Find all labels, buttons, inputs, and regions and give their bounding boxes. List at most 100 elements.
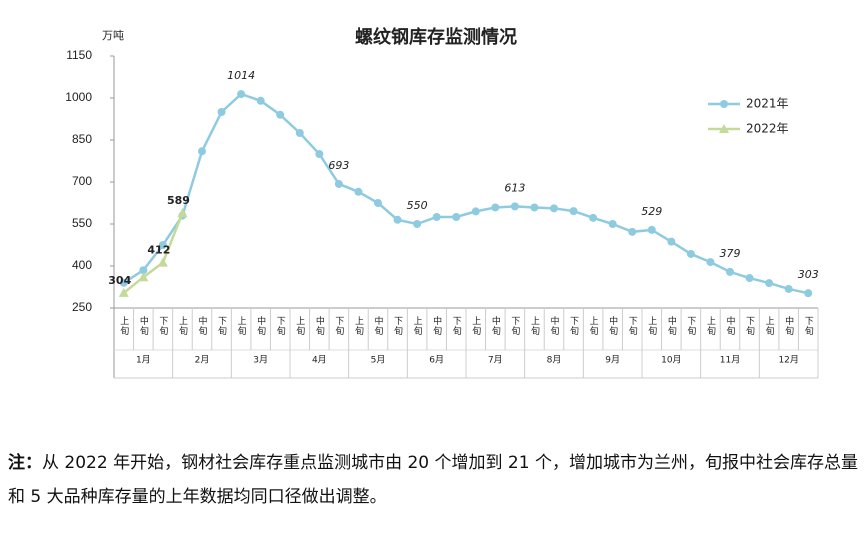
point bbox=[726, 267, 734, 276]
x-tick-label: 下旬 bbox=[568, 316, 579, 336]
point bbox=[413, 220, 422, 228]
point bbox=[237, 90, 246, 99]
series-line bbox=[123, 92, 809, 295]
x-tick-label: 中旬 bbox=[431, 315, 442, 336]
data-label: 589 bbox=[167, 194, 190, 207]
note-label: 注： bbox=[8, 453, 42, 473]
point bbox=[784, 284, 793, 293]
x-tick-label: 下旬 bbox=[216, 316, 227, 336]
point bbox=[198, 147, 206, 156]
data-label: 613 bbox=[504, 181, 525, 194]
point bbox=[589, 213, 598, 222]
x-tick-label: 中旬 bbox=[607, 315, 618, 336]
point bbox=[667, 237, 676, 246]
group-label: 10月 bbox=[661, 355, 681, 366]
point bbox=[334, 179, 343, 188]
point bbox=[530, 203, 539, 212]
x-tick-label: 上旬 bbox=[764, 316, 775, 336]
x-tick-label: 中旬 bbox=[549, 315, 560, 336]
x-tick-label: 下旬 bbox=[451, 316, 462, 336]
x-tick-label: 上旬 bbox=[177, 316, 188, 336]
y-tick-label: 850 bbox=[72, 132, 92, 146]
group-label: 6月 bbox=[429, 355, 444, 366]
x-tick-label: 中旬 bbox=[138, 315, 149, 336]
group-label: 1月 bbox=[136, 355, 151, 366]
group-label: 4月 bbox=[312, 355, 327, 366]
chart-title: 螺纹钢库存监测情况 bbox=[355, 26, 517, 48]
point bbox=[138, 272, 149, 282]
data-label: 529 bbox=[641, 205, 662, 218]
x-tick-label: 下旬 bbox=[157, 316, 168, 336]
x-tick-label: 上旬 bbox=[705, 316, 716, 336]
y-tick-label: 400 bbox=[72, 258, 92, 272]
data-label: 303 bbox=[798, 268, 819, 281]
x-tick-label: 中旬 bbox=[314, 315, 325, 336]
point bbox=[139, 266, 148, 275]
point bbox=[720, 100, 728, 108]
point bbox=[158, 241, 167, 249]
x-tick-label: 下旬 bbox=[803, 316, 814, 336]
x-tick-label: 上旬 bbox=[294, 316, 305, 336]
x-tick-label: 下旬 bbox=[509, 316, 520, 336]
x-tick-label: 上旬 bbox=[118, 316, 128, 336]
x-tick-label: 下旬 bbox=[627, 316, 638, 336]
data-label: 550 bbox=[407, 199, 428, 212]
x-tick-label: 中旬 bbox=[783, 315, 794, 336]
point bbox=[719, 124, 729, 133]
point bbox=[452, 213, 461, 221]
point bbox=[569, 207, 578, 216]
x-tick-label: 下旬 bbox=[392, 316, 403, 336]
x-tick-label: 中旬 bbox=[490, 315, 501, 336]
group-label: 12月 bbox=[778, 355, 798, 366]
point bbox=[628, 227, 637, 236]
group-label: 2月 bbox=[195, 355, 210, 366]
point bbox=[118, 287, 129, 297]
data-label: 379 bbox=[720, 247, 741, 260]
point bbox=[491, 203, 500, 212]
data-label: 693 bbox=[328, 159, 349, 172]
point bbox=[745, 274, 754, 283]
point bbox=[432, 213, 441, 221]
x-tick-label: 中旬 bbox=[197, 315, 208, 336]
y-unit: 万吨 bbox=[102, 29, 124, 42]
x-tick-label: 上旬 bbox=[529, 316, 540, 336]
group-label: 5月 bbox=[371, 355, 386, 366]
point bbox=[608, 220, 617, 228]
point bbox=[765, 279, 774, 288]
point bbox=[315, 150, 324, 158]
x-tick-label: 上旬 bbox=[236, 316, 247, 336]
series-line bbox=[122, 212, 184, 294]
legend-label: 2022年 bbox=[746, 122, 789, 136]
y-tick-label: 550 bbox=[72, 216, 92, 230]
point bbox=[804, 289, 813, 298]
y-tick-label: 1150 bbox=[66, 48, 92, 62]
point bbox=[374, 199, 382, 207]
note-text: 从 2022 年开始，钢材社会库存重点监测城市由 20 个增加到 21 个，增加… bbox=[8, 453, 858, 507]
point bbox=[510, 202, 519, 211]
point bbox=[354, 187, 363, 196]
group-label: 3月 bbox=[253, 355, 268, 366]
x-tick-label: 上旬 bbox=[470, 316, 481, 336]
x-tick-label: 中旬 bbox=[666, 315, 677, 336]
note: 注：从 2022 年开始，钢材社会库存重点监测城市由 20 个增加到 21 个，… bbox=[8, 446, 858, 514]
point bbox=[177, 208, 188, 218]
y-tick-label: 700 bbox=[72, 174, 92, 188]
group-label: 11月 bbox=[720, 355, 740, 366]
point bbox=[550, 204, 558, 213]
data-label: 304 bbox=[108, 274, 131, 287]
point bbox=[256, 96, 265, 105]
point bbox=[393, 215, 402, 224]
point bbox=[471, 207, 480, 216]
x-tick-label: 中旬 bbox=[373, 315, 384, 336]
legend-label: 2021年 bbox=[746, 97, 789, 111]
point bbox=[217, 108, 226, 116]
data-label: 1014 bbox=[227, 69, 255, 82]
y-tick-label: 1000 bbox=[65, 90, 92, 104]
x-tick-label: 下旬 bbox=[685, 316, 696, 336]
point bbox=[686, 249, 695, 258]
x-tick-label: 上旬 bbox=[588, 316, 599, 336]
x-tick-label: 下旬 bbox=[275, 316, 286, 336]
group-label: 7月 bbox=[488, 355, 503, 366]
